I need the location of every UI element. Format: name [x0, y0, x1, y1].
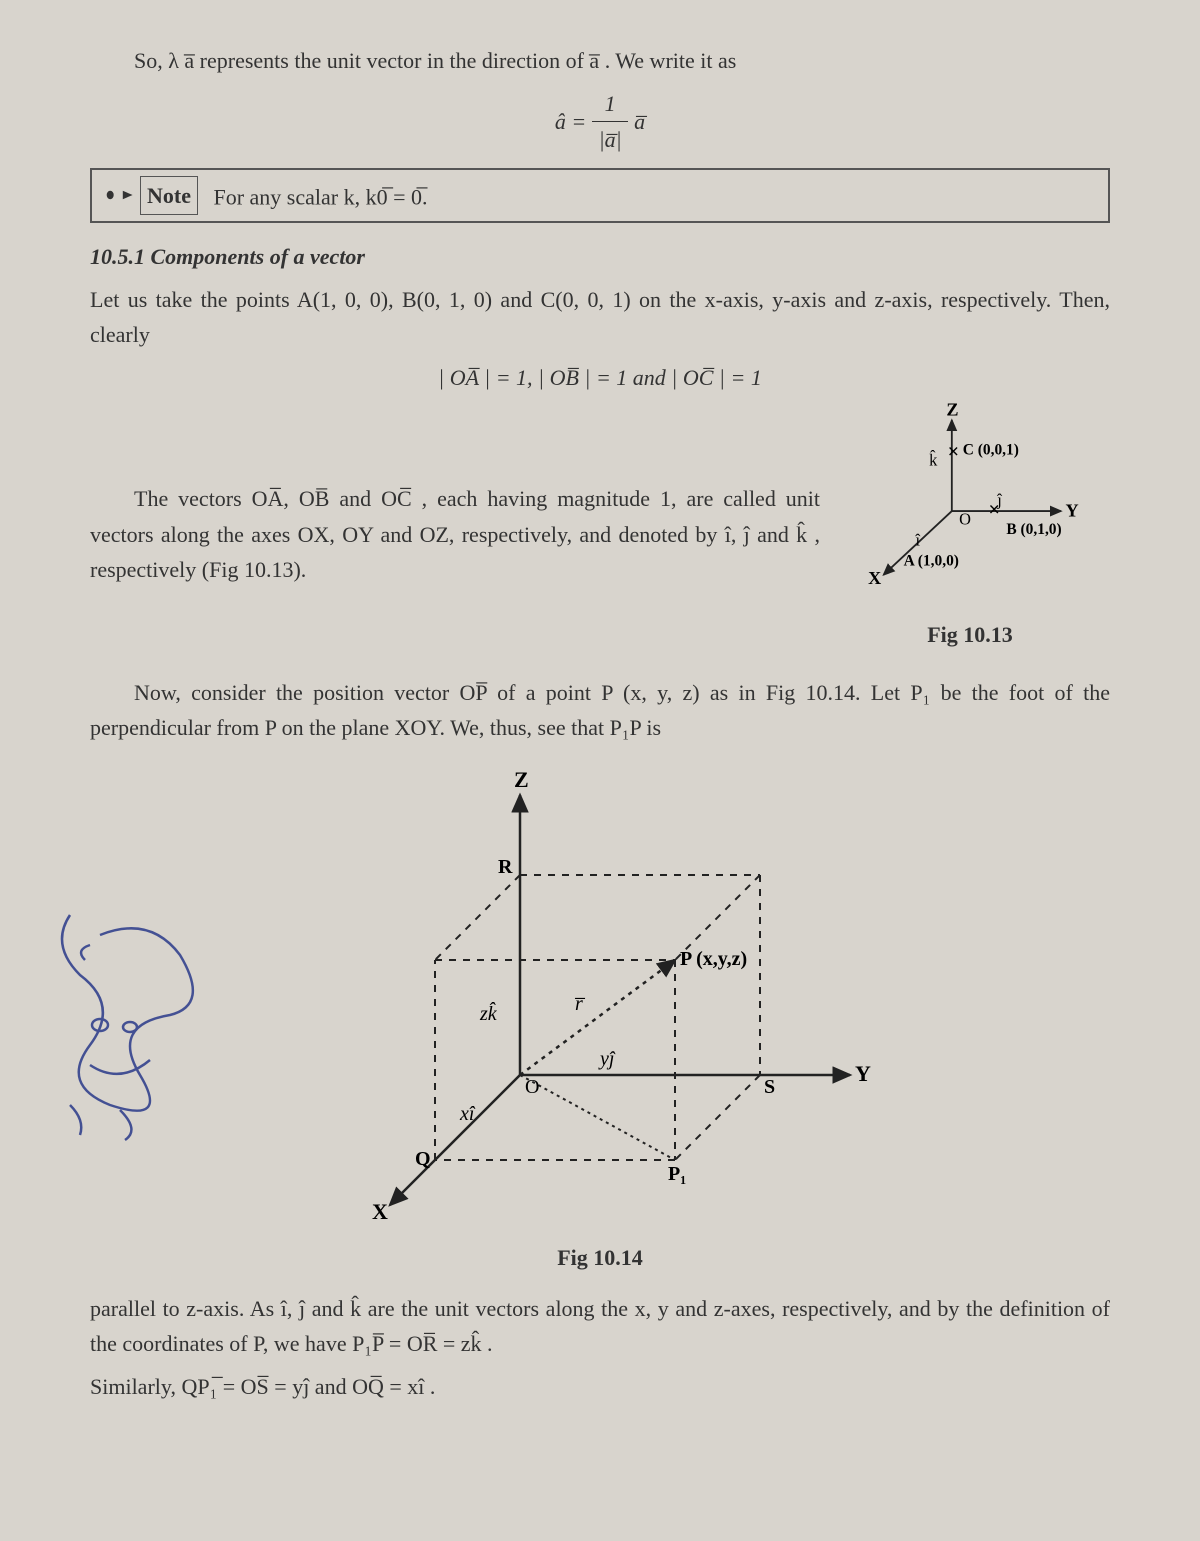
- fig1013-B: B (0,1,0): [1006, 520, 1061, 537]
- note-box: Note For any scalar k, k0̅ = 0̅.: [90, 168, 1110, 223]
- fig1014-P1: P₁: [668, 1163, 686, 1185]
- fig-10-13-caption: Fig 10.13: [830, 617, 1110, 652]
- fig1014-Z: Z: [514, 767, 529, 792]
- fig1014-xi: xî: [459, 1103, 476, 1125]
- paragraph-2: The vectors OA̅, OB̅ and OC̅ , each havi…: [90, 481, 820, 587]
- fig1013-A: A (1,0,0): [904, 552, 959, 569]
- fig-10-14-caption: Fig 10.14: [90, 1240, 1110, 1275]
- fig1014-P: P (x,y,z): [680, 948, 747, 970]
- formula-den: |a̅|: [599, 122, 622, 157]
- fig1013-i: î: [914, 530, 920, 549]
- fig1014-Y: Y: [855, 1061, 871, 1086]
- fig1014-X: X: [372, 1199, 388, 1224]
- fig1013-origin: O: [959, 509, 971, 528]
- fig1014-S: S: [764, 1076, 775, 1098]
- section-heading: 10.5.1 Components of a vector: [90, 239, 1110, 274]
- figure-10-14: Z Y X O R P (x,y,: [320, 765, 880, 1225]
- fig1013-y: Y: [1065, 500, 1078, 520]
- note-badge: Note: [106, 176, 198, 215]
- formula-lhs: â =: [555, 104, 586, 139]
- paragraph-5: Similarly, QP₁̅ = OS̅ = yĵ and OQ̅ = xî …: [90, 1369, 1110, 1404]
- fig1013-z: Z: [946, 402, 958, 420]
- fig1014-r: r̅: [574, 993, 586, 1015]
- fig1013-C: C (0,0,1): [963, 441, 1019, 458]
- fig1014-O: O: [525, 1076, 539, 1098]
- magnitudes-line: | OA̅ | = 1, | OB̅ | = 1 and | OC̅ | = 1: [90, 360, 1110, 395]
- fig1014-Q: Q: [415, 1148, 431, 1170]
- intro-line: So, λ a̅ represents the unit vector in t…: [90, 43, 1110, 78]
- unit-vector-formula: â = 1 |a̅| a̅: [90, 86, 1110, 157]
- pen-scribble-icon: [30, 885, 250, 1145]
- fig1013-k: k̂: [929, 449, 938, 469]
- formula-rhs: a̅: [634, 104, 645, 139]
- formula-num: 1: [605, 86, 616, 121]
- svg-text:✕: ✕: [947, 444, 959, 460]
- pointing-hand-icon: [106, 186, 134, 204]
- fig1014-R: R: [498, 856, 513, 878]
- figure-10-13: O Z Y X k̂ ĵ î ✕ ✕ C (0,0,1) B (0,1,0) A…: [840, 402, 1100, 602]
- fig1013-x: X: [868, 567, 881, 587]
- paragraph-3: Now, consider the position vector OP̅ of…: [90, 675, 1110, 745]
- note-text: For any scalar k, k0̅ = 0̅.: [213, 184, 427, 209]
- fig1014-zk: zk̂: [479, 1001, 498, 1025]
- svg-text:✕: ✕: [988, 502, 1000, 518]
- paragraph-4: parallel to z-axis. As î, ĵ and k̂ are t…: [90, 1291, 1110, 1361]
- fig1014-yj: yĵ: [598, 1048, 616, 1070]
- note-label: Note: [140, 176, 198, 215]
- paragraph-1: Let us take the points A(1, 0, 0), B(0, …: [90, 282, 1110, 352]
